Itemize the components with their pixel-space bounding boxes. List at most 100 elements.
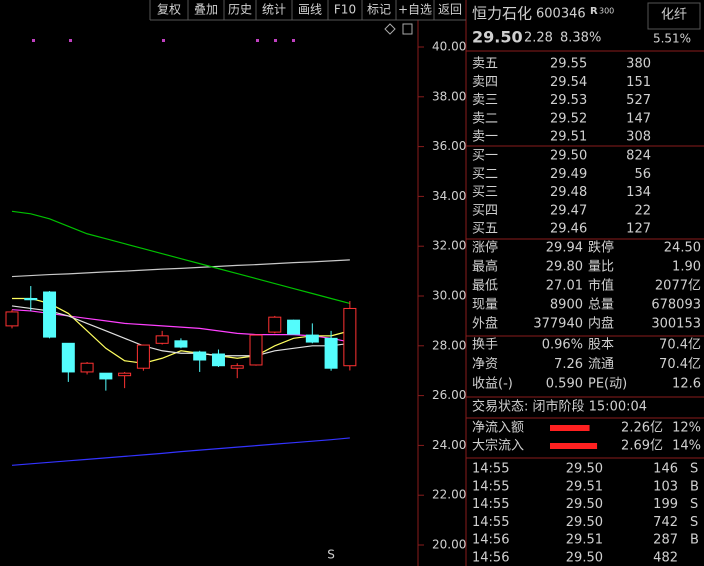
book-label: 买一: [472, 149, 498, 164]
tick-price: 29.50: [566, 551, 603, 566]
stat-label: 最高: [472, 259, 498, 275]
book-volume: 151: [626, 75, 651, 90]
book-price: 29.55: [550, 57, 587, 72]
stat-value: 29.94: [546, 241, 583, 256]
tick-volume: 199: [653, 497, 678, 512]
moving-average: [11, 437, 350, 466]
book-price: 29.51: [550, 130, 587, 145]
tick-side: S: [690, 515, 698, 530]
stock-code: 600346: [536, 7, 586, 22]
y-tick-label: 28.00: [432, 338, 466, 352]
book-price: 29.52: [550, 111, 587, 126]
tick-side: S: [690, 462, 698, 477]
stat-value: 70.4亿: [659, 338, 701, 353]
toolbar-button[interactable]: 标记: [367, 3, 391, 17]
moving-average: [12, 297, 351, 364]
toolbar-button[interactable]: 统计: [262, 3, 286, 17]
sector-pct: 5.51%: [653, 32, 691, 46]
stat-value: 678093: [651, 298, 701, 313]
candle-body: [80, 362, 94, 373]
tick-volume: 146: [653, 462, 678, 477]
stat-value: 0.590: [546, 377, 583, 392]
flow-pct: 12%: [672, 421, 701, 436]
change-pct: 8.38%: [560, 31, 601, 46]
moving-average: [11, 210, 351, 305]
y-tick-label: 36.00: [432, 139, 466, 153]
stat-value: 1.90: [672, 260, 701, 275]
settings-icon[interactable]: [384, 23, 396, 35]
book-price: 29.47: [550, 203, 587, 218]
y-tick-label: 22.00: [432, 488, 466, 502]
y-tick-label: 40.00: [432, 40, 466, 54]
last-price: 29.50: [472, 28, 523, 47]
stat-label: 现量: [472, 298, 498, 313]
book-price: 29.53: [550, 93, 587, 108]
candle-body: [99, 372, 113, 380]
tick-side: S: [690, 497, 698, 512]
book-volume: 127: [626, 222, 651, 237]
tick-price: 29.51: [566, 533, 603, 548]
stat-label: 市值: [588, 278, 614, 294]
toolbar-button[interactable]: 历史: [228, 3, 252, 17]
stat-value: 24.50: [664, 241, 701, 256]
y-tick-label: 26.00: [432, 388, 466, 402]
y-tick-label: 32.00: [432, 239, 466, 253]
candle-body: [155, 335, 169, 344]
stat-label: 总量: [588, 298, 614, 313]
book-price: 29.54: [550, 75, 587, 90]
sector[interactable]: 化纤: [661, 8, 687, 23]
book-volume: 308: [626, 130, 651, 145]
stat-value: 377940: [533, 317, 583, 332]
tick-side: B: [690, 533, 699, 548]
sector-box[interactable]: [647, 2, 701, 30]
candle-body: [118, 372, 132, 377]
book-volume: 824: [626, 149, 651, 164]
candle-body: [174, 340, 188, 348]
book-price: 29.48: [550, 185, 587, 200]
flow-bar: [550, 425, 590, 431]
toolbar-button[interactable]: 叠加: [194, 3, 218, 17]
candle-body: [211, 353, 225, 367]
stat-label: 换手: [472, 338, 498, 353]
book-label: 买三: [472, 185, 498, 200]
y-tick-label: 24.00: [432, 438, 466, 452]
stat-label: 股本: [588, 338, 614, 353]
toolbar-button[interactable]: F10: [334, 3, 356, 17]
trade-status: 交易状态: 闭市阶段 15:00:04: [472, 399, 647, 415]
tick-time: 14:55: [472, 479, 509, 494]
book-label: 买四: [472, 203, 498, 218]
stat-label: 跌停: [588, 240, 614, 256]
toolbar-button[interactable]: 画线: [298, 3, 322, 17]
book-label: 卖四: [472, 75, 498, 90]
flow-pct: 14%: [672, 439, 701, 454]
candle-body: [230, 365, 244, 369]
candle-body: [324, 337, 338, 369]
flow-value: 2.26亿: [621, 421, 663, 436]
stat-label: 内盘: [588, 316, 614, 332]
stat-label: 收益(-): [472, 377, 513, 392]
stat-value: 0.96%: [542, 338, 583, 353]
book-label: 卖五: [472, 57, 498, 72]
y-tick-label: 34.00: [432, 189, 466, 203]
toolbar-button[interactable]: 返回: [438, 3, 462, 17]
toolbar-button[interactable]: 复权: [157, 3, 181, 17]
tick-time: 14:56: [472, 533, 509, 548]
window-icon[interactable]: [402, 23, 413, 35]
candle-body: [268, 316, 282, 333]
candle-body: [343, 307, 357, 367]
tick-price: 29.50: [566, 515, 603, 530]
book-volume: 56: [634, 167, 651, 182]
toolbar-button[interactable]: +自选: [398, 3, 432, 17]
signal-marker: S: [327, 548, 335, 562]
tick-price: 29.50: [566, 462, 603, 477]
flow-bar: [550, 443, 598, 449]
stock-tag: R: [590, 6, 598, 17]
y-tick-label: 38.00: [432, 89, 466, 103]
stat-value: 2077亿: [655, 279, 701, 294]
moving-average: [11, 259, 350, 278]
change: 2.28: [524, 31, 553, 46]
book-volume: 22: [634, 203, 651, 218]
